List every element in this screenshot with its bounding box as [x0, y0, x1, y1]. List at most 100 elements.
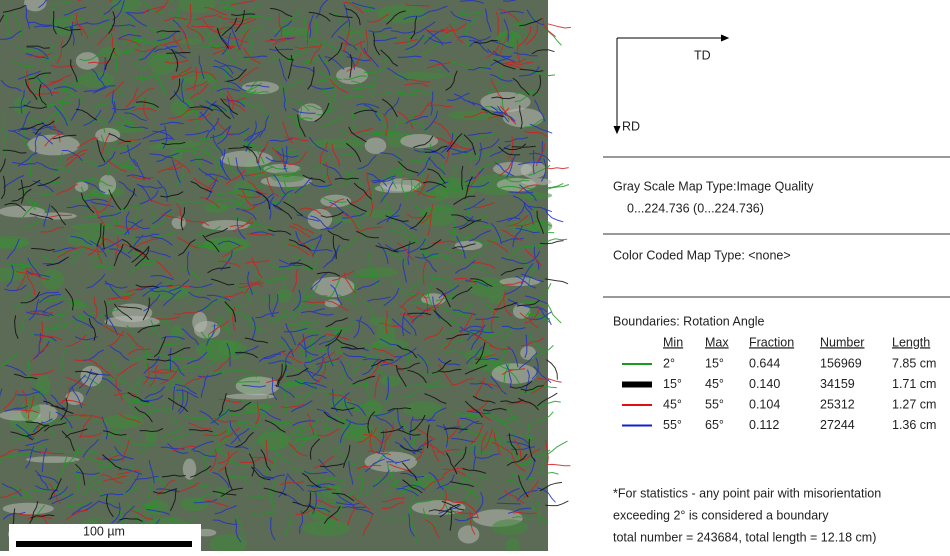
- grain: [150, 52, 176, 75]
- boundaries-title: Boundaries: Rotation Angle: [613, 314, 765, 328]
- grain: [257, 431, 291, 450]
- grain: [387, 131, 405, 148]
- table-cell: 25312: [820, 397, 855, 411]
- grain: [144, 429, 158, 443]
- grain: [0, 267, 28, 282]
- gray-range: 0...224.736 (0...224.736): [627, 201, 764, 215]
- table-cell: 2°: [663, 356, 675, 370]
- grain: [331, 216, 353, 224]
- note: total number = 243684, total length = 12…: [613, 530, 876, 544]
- grain: [302, 520, 351, 537]
- grain: [491, 363, 537, 384]
- column-header: Fraction: [749, 335, 794, 349]
- grain: [171, 325, 184, 341]
- table-cell: 156969: [820, 356, 862, 370]
- grain: [179, 497, 209, 512]
- table-cell: 1.36 cm: [892, 418, 936, 432]
- table-cell: 0.112: [749, 418, 779, 432]
- grain: [241, 81, 280, 95]
- ebsd-map: [0, 0, 571, 556]
- table-cell: 65°: [705, 418, 724, 432]
- table-cell: 15°: [705, 356, 724, 370]
- grain: [217, 340, 237, 356]
- grain: [276, 288, 293, 303]
- grain: [182, 76, 218, 84]
- grain: [447, 110, 500, 121]
- table-cell: 0.644: [749, 356, 780, 370]
- color-title: Color Coded Map Type: <none>: [613, 248, 791, 262]
- axes-icon: [613, 34, 730, 135]
- grain: [214, 486, 229, 499]
- grain: [402, 401, 443, 418]
- column-header: Max: [705, 335, 729, 349]
- grain: [380, 375, 402, 387]
- note: *For statistics - any point pair with mi…: [613, 486, 881, 500]
- grain: [104, 315, 160, 328]
- table-cell: 1.71 cm: [892, 377, 936, 391]
- grain: [0, 238, 30, 248]
- scale-bar: [16, 541, 192, 547]
- grain: [71, 223, 114, 231]
- table-cell: 0.104: [749, 397, 780, 411]
- table-cell: 55°: [663, 418, 682, 432]
- table-cell: 55°: [705, 397, 724, 411]
- td-label: TD: [694, 48, 711, 62]
- grain: [24, 0, 47, 12]
- grain: [516, 191, 553, 200]
- grain: [320, 194, 352, 208]
- grain: [336, 66, 368, 85]
- grain: [40, 269, 65, 290]
- grain: [521, 178, 552, 186]
- grain: [425, 189, 450, 201]
- boundary-trace: [0, 4, 569, 532]
- grain: [356, 267, 399, 278]
- boundary-trace: [0, 0, 570, 543]
- table-cell: 0.140: [749, 377, 780, 391]
- grain: [69, 301, 87, 310]
- table-cell: 27244: [820, 418, 855, 432]
- grain: [178, 38, 203, 45]
- note: exceeding 2° is considered a boundary: [613, 508, 829, 522]
- boundary-table: Min Max Fraction Number Length 2° 15° 0.644 1569…: [622, 335, 936, 432]
- rd-label: RD: [622, 119, 640, 133]
- table-cell: 45°: [705, 377, 724, 391]
- column-header: Length: [892, 335, 930, 349]
- table-cell: 45°: [663, 397, 682, 411]
- grain: [2, 502, 54, 515]
- grain: [192, 311, 208, 333]
- grain: [393, 72, 446, 80]
- boundary-trace: [0, 0, 571, 539]
- grain: [362, 209, 398, 219]
- grain: [307, 208, 333, 230]
- grain: [203, 236, 251, 252]
- grain: [36, 375, 51, 395]
- grain: [78, 71, 115, 89]
- table-cell: 1.27 cm: [892, 397, 936, 411]
- grain: [520, 346, 536, 360]
- grain: [492, 519, 528, 536]
- grain: [182, 458, 197, 480]
- column-header: Number: [820, 335, 864, 349]
- column-header: Min: [663, 335, 683, 349]
- table-cell: 7.85 cm: [892, 356, 936, 370]
- grain: [67, 230, 107, 247]
- grain: [148, 144, 170, 151]
- grain: [146, 499, 169, 515]
- scale-bar-label: 100 µm: [83, 524, 125, 538]
- grain: [310, 138, 365, 149]
- grain: [95, 127, 121, 143]
- grain: [457, 525, 480, 544]
- grain: [171, 216, 186, 230]
- table-cell: 15°: [663, 377, 682, 391]
- grain: [209, 534, 248, 555]
- grain: [75, 52, 99, 70]
- grain: [364, 137, 387, 154]
- grain: [502, 108, 544, 128]
- gray-title: Gray Scale Map Type:Image Quality: [613, 179, 814, 193]
- table-cell: 34159: [820, 377, 855, 391]
- grain: [376, 4, 427, 24]
- grain: [480, 91, 531, 113]
- grain: [53, 18, 76, 36]
- grain: [400, 133, 439, 149]
